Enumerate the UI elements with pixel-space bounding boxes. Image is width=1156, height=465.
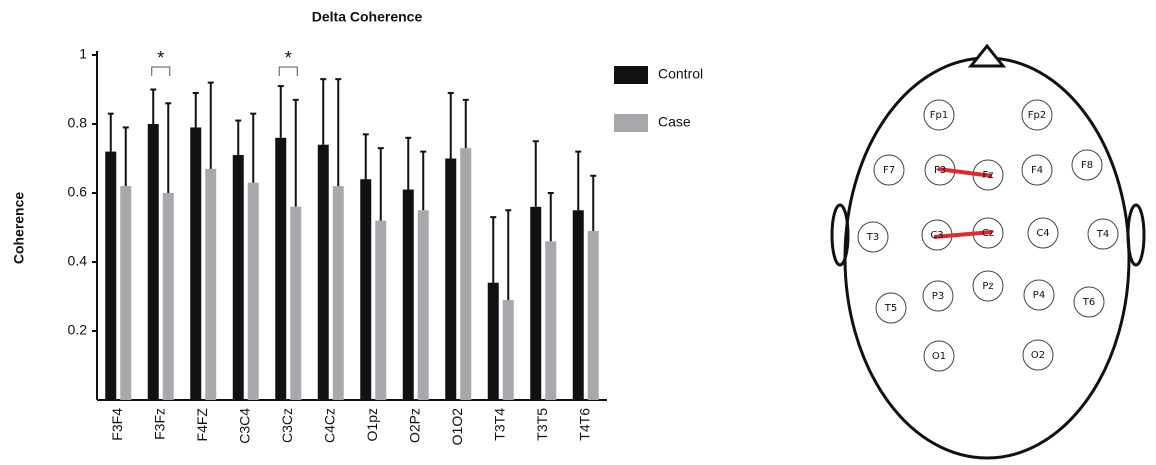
significance-bracket [279, 67, 297, 76]
y-tick-label: 1 [79, 46, 87, 62]
nose [971, 46, 1003, 66]
error-bar [420, 152, 426, 211]
error-bar [278, 86, 284, 138]
y-axis-label: Coherence [11, 192, 27, 265]
significance-marker: * [157, 48, 164, 68]
bar [375, 221, 386, 400]
y-tick-label: 0.8 [68, 115, 88, 131]
electrode-label: T4 [1096, 229, 1109, 240]
error-bar [575, 152, 581, 211]
electrode-label: Cz [982, 228, 994, 239]
y-tick-label: 0.6 [68, 184, 88, 200]
x-tick-label: O1O2 [449, 408, 465, 446]
x-tick-label: C3Cz [279, 408, 295, 443]
x-tick-label: F3F4 [109, 408, 125, 441]
electrode-label: O1 [932, 351, 946, 362]
bar [318, 145, 329, 400]
legend-swatch [614, 114, 648, 132]
bar [445, 159, 456, 401]
x-tick-label: T4T6 [576, 408, 592, 441]
bar [573, 210, 584, 400]
error-bar [378, 148, 384, 220]
legend-label: Case [658, 114, 691, 130]
y-tick-label: 0.2 [68, 322, 88, 338]
error-bar [250, 114, 256, 183]
electrode-label: Fz [982, 170, 993, 181]
bar [488, 283, 499, 400]
electrode-label: F8 [1081, 160, 1093, 171]
x-tick-label: O1pz [364, 408, 380, 441]
error-bar [505, 210, 511, 300]
y-tick-label: 0.4 [68, 253, 88, 269]
x-tick-label: T3T4 [491, 408, 507, 441]
bar [360, 179, 371, 400]
electrode-label: Fp2 [1028, 110, 1046, 121]
bar [290, 207, 301, 400]
electrode-label: T6 [1082, 297, 1095, 308]
significance-marker: * [285, 48, 292, 68]
electrode-label: O2 [1031, 350, 1045, 361]
ear [1128, 205, 1144, 265]
electrode-label: F3 [934, 165, 946, 176]
error-bar [590, 176, 596, 231]
x-tick-label: F4FZ [194, 408, 210, 442]
head-outline [845, 58, 1129, 458]
significance-bracket [152, 67, 170, 76]
error-bar [548, 193, 554, 241]
error-bar [150, 90, 156, 125]
electrode-label: Fp1 [930, 110, 948, 121]
electrode-label: Pz [982, 281, 993, 292]
electrode-label: C3 [930, 230, 943, 241]
electrode-label: P3 [932, 291, 944, 302]
error-bar [448, 93, 454, 159]
bar [105, 152, 116, 400]
error-bar [533, 141, 539, 207]
electrode-label: C4 [1036, 228, 1049, 239]
x-tick-label: C4Cz [321, 408, 337, 443]
bar [503, 300, 514, 400]
bar [148, 124, 159, 400]
x-tick-label: C3C4 [236, 408, 252, 444]
error-bar [193, 93, 199, 128]
x-tick-label: T3T5 [534, 408, 550, 441]
legend-label: Control [658, 66, 703, 82]
error-bar [108, 114, 114, 152]
electrode-label: T5 [884, 303, 897, 314]
legend-swatch [614, 66, 648, 84]
bar [460, 148, 471, 400]
bar [205, 169, 216, 400]
error-bar [123, 127, 129, 186]
chart-title: Delta Coherence [312, 9, 423, 25]
error-bar [320, 79, 326, 145]
bar [403, 190, 414, 400]
bar [120, 186, 131, 400]
figure: Delta Coherence Coherence 0.2 0.4 0.6 0.8 1 F… [0, 0, 1156, 465]
electrode-label: F4 [1031, 165, 1043, 176]
error-bar [363, 134, 369, 179]
head [832, 46, 1144, 458]
error-bar [293, 100, 299, 207]
electrode-label: F7 [883, 165, 895, 176]
error-bar [463, 100, 469, 148]
error-bar [405, 138, 411, 190]
bar [248, 183, 259, 400]
electrode-label: T3 [866, 232, 879, 243]
bar [275, 138, 286, 400]
bar [233, 155, 244, 400]
error-bar [208, 83, 214, 169]
error-bar [335, 79, 341, 186]
bar [163, 193, 174, 400]
error-bar [165, 103, 171, 193]
error-bar [490, 217, 496, 283]
bar [545, 241, 556, 400]
x-tick-label: F3Fz [151, 408, 167, 440]
electrode-label: P4 [1033, 290, 1045, 301]
bar [418, 210, 429, 400]
bar [333, 186, 344, 400]
error-bar [235, 121, 241, 156]
bar [588, 231, 599, 400]
bar [530, 207, 541, 400]
x-tick-label: O2Pz [406, 408, 422, 443]
bar [190, 127, 201, 400]
